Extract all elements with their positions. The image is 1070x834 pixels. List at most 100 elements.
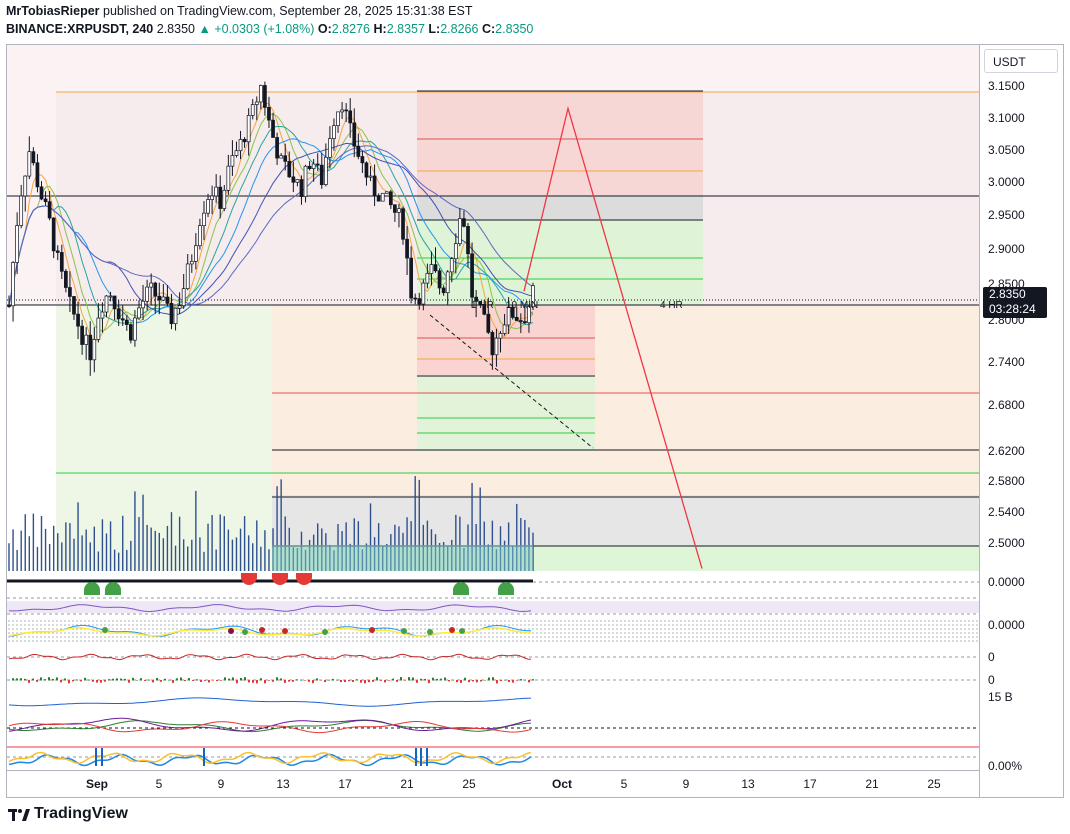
hist-bar — [100, 680, 102, 683]
hist-bar — [512, 680, 514, 683]
pane6-label: 15 B — [988, 690, 1013, 704]
sell-marker-2 — [296, 573, 312, 585]
hist-bar — [420, 678, 422, 681]
publish-info: MrTobiasRieper published on TradingView.… — [6, 4, 473, 18]
candle-body — [100, 311, 105, 319]
candle-body — [283, 155, 288, 162]
currency-unit[interactable]: USDT — [984, 49, 1058, 73]
signal-dot-3 — [259, 627, 265, 633]
candle-body — [458, 218, 462, 245]
time-tick-13: 25 — [927, 777, 941, 791]
candle-body — [368, 175, 373, 178]
hist-bar — [416, 680, 418, 683]
hist-bar — [460, 680, 462, 683]
hist-bar — [40, 677, 42, 681]
hist-bar — [64, 678, 66, 681]
signal-dot-4 — [282, 628, 288, 634]
hist-bar — [440, 678, 442, 681]
candle-body — [275, 137, 279, 159]
high-value: 2.8357 — [386, 22, 425, 36]
candle-body — [364, 162, 369, 178]
candle-body — [352, 122, 357, 147]
candle-body — [490, 332, 495, 356]
candle-body — [510, 306, 515, 318]
candle-body — [279, 155, 284, 159]
annotation-10min: 10 MIN — [506, 300, 538, 311]
hist-bar — [232, 677, 234, 681]
projection-path — [523, 105, 703, 569]
hist-bar — [304, 680, 306, 681]
pane8-bar-2 — [203, 748, 205, 766]
candle-body — [319, 164, 324, 185]
pane8-bars — [95, 748, 428, 766]
candle-body — [242, 139, 247, 143]
candle-body — [15, 225, 19, 263]
time-tick-1: 5 — [155, 777, 163, 791]
pane6-line — [8, 697, 532, 707]
price-tick-5: 2.9000 — [988, 242, 1025, 256]
price-tick-12: 2.5400 — [988, 505, 1025, 519]
hist-bar — [324, 680, 326, 683]
volume-bars — [8, 476, 534, 571]
candle-body — [409, 257, 413, 299]
price-tick-8: 2.7400 — [988, 355, 1025, 369]
hist-bar — [352, 680, 354, 682]
candle-body — [214, 186, 219, 197]
pane3-label: 0.0000 — [988, 618, 1025, 632]
hist-bar — [116, 678, 118, 681]
pane7-line-c — [8, 721, 532, 734]
candle-body — [120, 318, 125, 321]
pane8-bar-5 — [426, 748, 428, 766]
zone-box-green — [417, 220, 703, 305]
candle-body — [218, 186, 223, 209]
signal-dot-2 — [242, 629, 248, 635]
candle-body — [401, 208, 405, 240]
hist-bar — [148, 679, 150, 681]
hist-bar — [136, 679, 138, 681]
signal-dot-5 — [322, 629, 328, 635]
hist-bar — [448, 680, 450, 682]
low-value: 2.8266 — [440, 22, 479, 36]
candle-body — [413, 297, 418, 300]
candle-body — [19, 195, 24, 226]
hist-bar — [396, 680, 398, 682]
ohlc-legend: BINANCE:XRPUSDT, 240 2.8350 ▲ +0.0303 (+… — [6, 22, 533, 36]
hist-bar — [156, 677, 158, 681]
hist-bar — [360, 680, 362, 683]
hist-bar — [108, 679, 110, 681]
hist-bar — [372, 680, 374, 682]
hist-bar — [484, 679, 486, 681]
candle-body — [112, 295, 117, 310]
hist-bar — [464, 677, 466, 681]
candle-body — [429, 264, 434, 274]
hist-bar — [256, 680, 258, 684]
candle-body — [206, 199, 210, 214]
ma-line-3 — [8, 138, 534, 324]
hist-bar — [480, 680, 482, 682]
chart-frame — [6, 44, 1064, 798]
hist-bar — [12, 678, 14, 681]
candle-body — [474, 296, 478, 302]
high-label: H: — [373, 22, 387, 36]
hist-bar — [496, 680, 498, 684]
candle-body — [238, 139, 243, 152]
hist-bar — [316, 678, 318, 681]
candle-body — [311, 163, 316, 169]
price-tick-9: 2.6800 — [988, 398, 1025, 412]
candle-body — [96, 317, 101, 340]
hist-bar — [228, 678, 230, 681]
price-tick-10: 2.6200 — [988, 444, 1025, 458]
candle-body — [230, 155, 235, 167]
candle-body — [376, 195, 381, 202]
hist-bar — [28, 680, 30, 683]
buy-marker-3 — [498, 582, 514, 595]
candle-body — [64, 270, 68, 288]
hist-bar — [176, 678, 178, 681]
pane2-line — [8, 604, 532, 613]
hist-bar — [204, 680, 206, 681]
candle-body — [124, 319, 129, 325]
pane5-histogram — [12, 677, 534, 684]
hist-bar — [276, 677, 278, 681]
time-tick-12: 21 — [865, 777, 879, 791]
